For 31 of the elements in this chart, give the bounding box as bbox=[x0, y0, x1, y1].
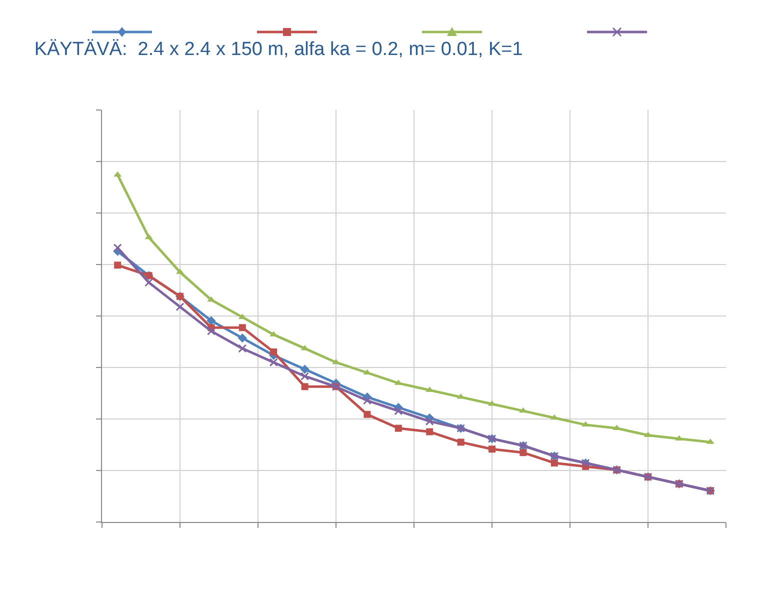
point bbox=[301, 383, 308, 390]
point bbox=[207, 296, 216, 302]
point bbox=[144, 234, 153, 240]
point bbox=[394, 406, 403, 416]
point bbox=[457, 438, 464, 446]
point bbox=[300, 372, 310, 380]
point bbox=[114, 262, 122, 269]
point bbox=[425, 417, 434, 426]
point bbox=[520, 449, 527, 456]
point bbox=[113, 244, 122, 252]
point bbox=[300, 364, 310, 374]
point bbox=[238, 324, 246, 332]
point bbox=[270, 348, 278, 356]
point bbox=[550, 414, 558, 420]
point bbox=[144, 278, 154, 287]
point bbox=[238, 333, 247, 343]
chart-title: KÄYTÄVÄ: 2.4 x 2.4 x 150 m, alfa ka = 0.2, m= 0.01, K=1 bbox=[34, 38, 523, 60]
point bbox=[114, 171, 122, 177]
point bbox=[550, 459, 558, 466]
point bbox=[426, 428, 434, 436]
point bbox=[206, 326, 216, 336]
point bbox=[176, 302, 184, 312]
point bbox=[269, 358, 278, 367]
point bbox=[519, 407, 528, 413]
point bbox=[582, 421, 590, 427]
point bbox=[238, 344, 247, 353]
point bbox=[364, 410, 371, 418]
point bbox=[394, 424, 402, 432]
point bbox=[488, 446, 496, 453]
point bbox=[362, 396, 372, 405]
point bbox=[206, 316, 216, 326]
